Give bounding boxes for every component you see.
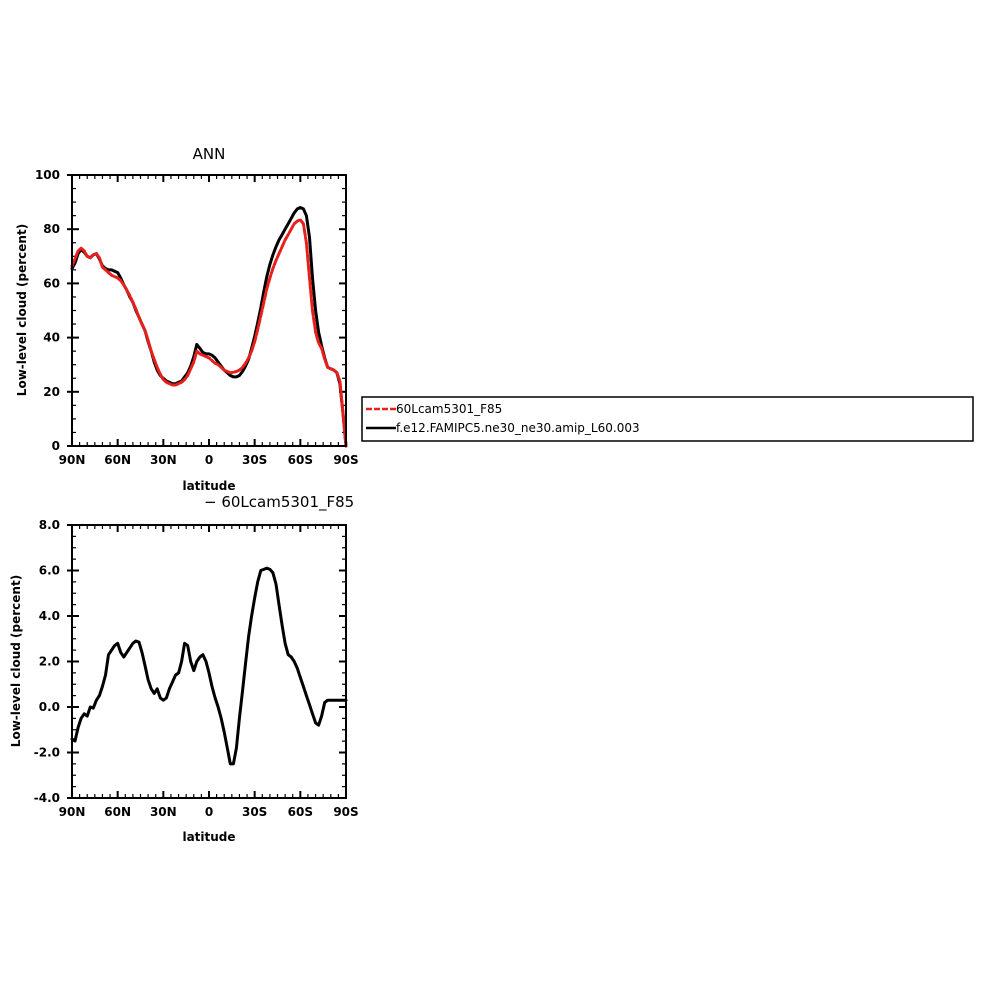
x-axis-title: latitude	[182, 479, 235, 493]
legend-label-series-2: f.e12.FAMIPC5.ne30_ne30.amip_L60.003	[396, 421, 640, 435]
plot-frame	[71, 174, 347, 447]
x-tick-label: 30N	[150, 453, 177, 467]
y-tick-label: 0.0	[39, 700, 60, 714]
x-tick-label: 60S	[288, 805, 313, 819]
x-tick-label: 90N	[59, 453, 86, 467]
y-axis-title: Low-level cloud (percent)	[9, 575, 23, 747]
y-tick-labels: 0 20 40 60 80 100	[35, 168, 60, 453]
y-tick-label: 20	[43, 385, 60, 399]
series-line-1	[70, 218, 348, 448]
chart-title: ANN	[193, 145, 226, 163]
x-tick-label: 90N	[59, 805, 86, 819]
chart-title-difference: − 60Lcam5301_F85	[204, 493, 354, 512]
legend-box	[361, 396, 974, 442]
y-tick-label: 4.0	[39, 609, 60, 623]
y-tick-label: 60	[43, 276, 60, 290]
chart-difference: − 60Lcam5301_F85 90N 60N 30N 0 30S 60S 90S -4.…	[9, 493, 359, 844]
x-tick-label: 60N	[104, 805, 131, 819]
y-tick-label: 80	[43, 222, 60, 236]
series-lines	[70, 566, 348, 766]
series-line-1	[70, 566, 348, 766]
x-tick-labels: 90N 60N 30N 0 30S 60S 90S	[59, 805, 359, 819]
y-tick-label: 6.0	[39, 564, 60, 578]
x-tick-label: 30N	[150, 805, 177, 819]
y-tick-label: 100	[35, 168, 60, 182]
x-tick-label: 30S	[242, 453, 267, 467]
x-tick-label: 60N	[104, 453, 131, 467]
series-line-2	[70, 206, 348, 448]
legend: 60Lcam5301_F85 f.e12.FAMIPC5.ne30_ne30.a…	[361, 396, 974, 442]
x-tick-labels: 90N 60N 30N 0 30S 60S 90S	[59, 453, 359, 467]
y-tick-label: 0	[52, 439, 60, 453]
x-axis-title: latitude	[182, 830, 235, 844]
y-tick-label: 2.0	[39, 655, 60, 669]
x-tick-label: 30S	[242, 805, 267, 819]
chart-annual-cloud: ANN 90N 60N 30N 0 30S 60S 90S 0 20 40 60 80 100 lat…	[15, 145, 359, 493]
x-tick-label: 60S	[288, 453, 313, 467]
plot-frame	[71, 524, 347, 799]
y-tick-labels: -4.0 -2.0 0.0 2.0 4.0 6.0 8.0	[34, 518, 60, 805]
y-tick-label: 8.0	[39, 518, 60, 532]
series-lines	[70, 206, 348, 448]
y-tick-label: 40	[43, 331, 60, 345]
legend-label-series-1: 60Lcam5301_F85	[396, 402, 502, 416]
x-tick-label: 90S	[333, 453, 358, 467]
x-tick-label: 0	[205, 805, 213, 819]
y-tick-label: -2.0	[34, 746, 60, 760]
y-axis-title: Low-level cloud (percent)	[15, 224, 29, 396]
y-tick-label: -4.0	[34, 791, 60, 805]
x-tick-label: 0	[205, 453, 213, 467]
x-tick-label: 90S	[333, 805, 358, 819]
